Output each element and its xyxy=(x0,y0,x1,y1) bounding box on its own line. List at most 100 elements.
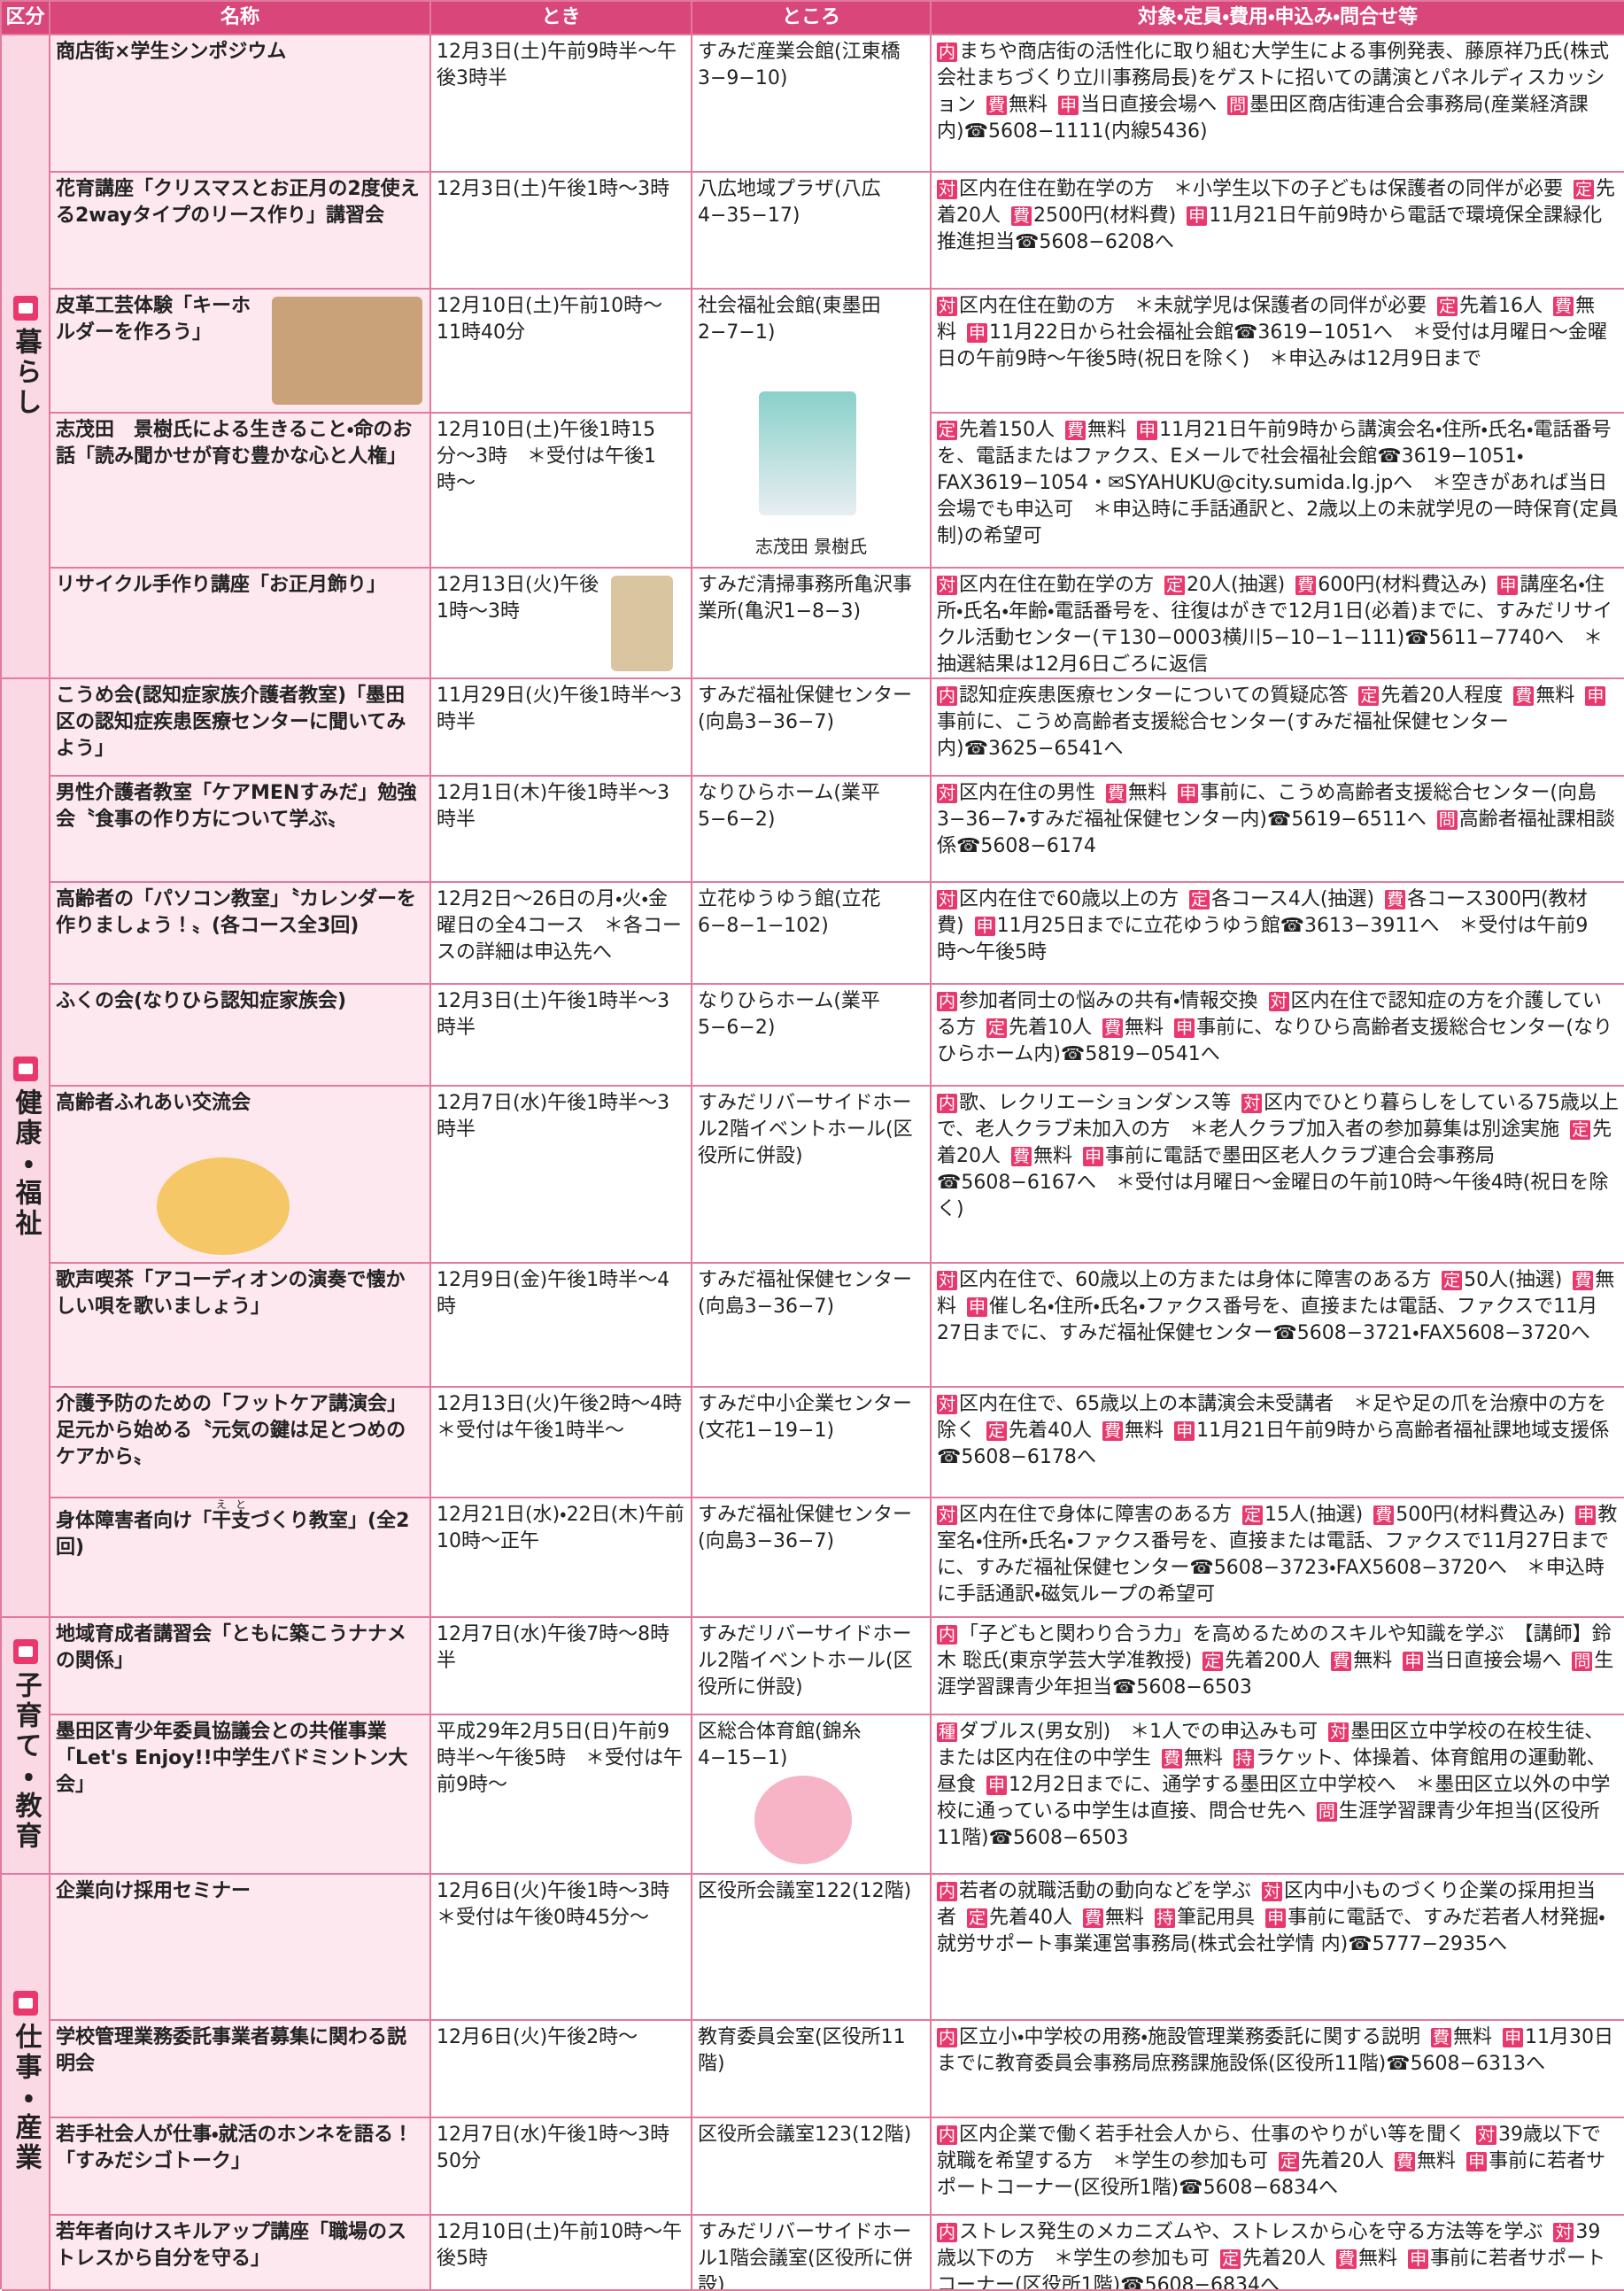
detail-item: 内まちや商店街の活性化に取り組む大学生による事例発表、藤原祥乃氏(株式会社まちづ… xyxy=(937,41,1609,116)
detail-tag: 申 xyxy=(967,1297,988,1317)
section-cell: 子育て・教育 xyxy=(2,1618,50,1875)
detail-text: 区内でひとり暮らしをしている75歳以上で、老人クラブ未加入の方 ＊老人クラブ加入… xyxy=(937,1092,1619,1141)
time-cell: 12月1日(木)午後1時半〜3時半 xyxy=(431,777,692,883)
time-cell: 12月7日(水)午後1時半〜3時半 xyxy=(431,1087,692,1264)
time-text: 12月10日(土)午前10時〜午後5時 xyxy=(437,2221,683,2270)
detail-text: 無料 xyxy=(1125,1420,1164,1442)
detail-item: 費無料 xyxy=(1102,1420,1164,1442)
detail-text: 39歳以下の方 ＊学生の参加も可 xyxy=(937,2221,1601,2270)
detail-text: 12月2日までに、通学する墨田区立中学校へ ＊墨田区立以外の中学校に通っている中… xyxy=(937,1774,1611,1823)
time-text: 12月7日(水)午後1時〜3時50分 xyxy=(437,2124,670,2172)
details-cell: 内まちや商店街の活性化に取り組む大学生による事例発表、藤原祥乃氏(株式会社まちづ… xyxy=(932,35,1624,173)
detail-tag: 申 xyxy=(1585,686,1606,706)
name-cell: 花育講座「クリスマスとお正月の2度使える2wayタイプのリース作り」講習会 xyxy=(50,173,431,290)
detail-text: 区内在住で身体に障害のある方 xyxy=(959,1504,1233,1526)
detail-tag: 費 xyxy=(1011,206,1032,226)
detail-text: ストレス発生のメカニズムや、ストレスから心を守る方法等を学ぶ xyxy=(959,2221,1543,2243)
detail-tag: 費 xyxy=(1513,686,1535,706)
name-text: 高齢者ふれあい交流会 xyxy=(56,1092,251,1114)
detail-tag: 申 xyxy=(1178,784,1199,803)
time-cell: 11月29日(火)午後1時半〜3時半 xyxy=(431,679,692,777)
name-text: 高齢者の「パソコン教室」〝カレンダーを作りましょう！〟(各コース全3回) xyxy=(56,888,417,937)
detail-tag: 申 xyxy=(967,323,988,343)
place-text: すみだ清掃事務所亀沢事業所(亀沢1−8−3) xyxy=(698,574,913,623)
detail-item: 申事前に電話で、すみだ若者人材発掘・就労サポート事業運営事務局(株式会社学情 内… xyxy=(937,1907,1605,1955)
detail-item: 対区内在住で、65歳以上の本講演会未受講者 ＊足や足の爪を治療中の方を除く xyxy=(937,1393,1606,1442)
place-cell: すみだ産業会館(江東橋3−9−10) xyxy=(692,35,932,173)
name-text: 志茂田 景樹氏による生きること・命のお話「読み聞かせが育む豊かな心と人権」 xyxy=(56,419,413,468)
detail-text: 区内在住在勤在学の方 xyxy=(959,574,1155,596)
detail-text: 生涯学習課青少年担当(区役所11階)☎5608−6503 xyxy=(937,1800,1600,1849)
detail-text: 墨田区立中学校の在校生徒、または区内在住の中学生 xyxy=(937,1721,1605,1769)
detail-item: 問墨田区商店街連合会事務局(産業経済課内)☎5608−1111(内線5436) xyxy=(937,94,1589,143)
detail-item: 費無料 xyxy=(937,1269,1614,1318)
place-text: 八広地域プラザ(八広4−35−17) xyxy=(698,178,881,227)
place-text: すみだリバーサイドホール1階会議室(区役所に併設) xyxy=(698,2221,913,2291)
detail-tag: 対 xyxy=(1262,1882,1283,1901)
time-text: 11月29日(火)午後1時半〜3時半 xyxy=(437,685,683,733)
place-cell: すみだ清掃事務所亀沢事業所(亀沢1−8−3) xyxy=(692,569,932,679)
detail-text: 無料 xyxy=(1125,1017,1164,1039)
detail-tag: 費 xyxy=(1373,1505,1395,1525)
name-cell: リサイクル手作り講座「お正月飾り」 xyxy=(50,569,431,679)
detail-item: 内参加者同士の悩みの共有・情報交換 xyxy=(937,990,1258,1012)
header-cell: 区分 xyxy=(2,2,50,35)
detail-tag: 申 xyxy=(1174,1421,1195,1441)
detail-text: 各コース300円(教材費) xyxy=(937,888,1588,937)
detail-tag: 申 xyxy=(1265,1908,1287,1928)
place-text: 区総合体育館(錦糸4−15−1) xyxy=(698,1721,862,1769)
detail-item: 内若者の就職活動の動向などを学ぶ xyxy=(937,1880,1251,1902)
detail-text: 先着20人程度 xyxy=(1380,685,1504,707)
detail-text: 先着16人 xyxy=(1459,295,1543,317)
place-text: すみだリバーサイドホール2階イベントホール(区役所に併設) xyxy=(698,1092,913,1167)
detail-tag: 問 xyxy=(1436,810,1458,830)
name-cell: 地域育成者講習会「ともに築こうナナメの関係」 xyxy=(50,1618,431,1715)
detail-tag: 内 xyxy=(937,992,958,1011)
detail-text: 事前に、なりひら高齢者支援総合センター(なりひらホーム内)☎5819−0541へ xyxy=(937,1017,1613,1065)
section-cell: 健康・福祉 xyxy=(2,679,50,1618)
detail-text: 事前に電話で、すみだ若者人材発掘・就労サポート事業運営事務局(株式会社学情 内)… xyxy=(937,1907,1605,1955)
detail-text: 高齢者福祉課相談係☎5608−6174 xyxy=(937,809,1615,857)
detail-tag: 問 xyxy=(1572,1652,1593,1671)
name-cell: 歌声喫茶「アコーディオンの演奏で懐かしい唄を歌いましょう」 xyxy=(50,1264,431,1388)
name-text: 男性介護者教室「ケアMENすみだ」勉強会〝食事の作り方について学ぶ〟 xyxy=(56,782,417,831)
time-text: 12月21日(水)・22日(木)午前10時〜正午 xyxy=(437,1504,684,1552)
time-cell: 平成29年2月5日(日)午前9時半〜午後5時 ＊受付は午前9時〜 xyxy=(431,1715,692,1875)
detail-item: 内区内企業で働く若手社会人から、仕事のやりがい等を聞く xyxy=(937,2124,1465,2146)
details-cell: 対区内在住在勤在学の方 ＊小学生以下の子どもは保護者の同伴が必要定先着20人費 2… xyxy=(932,173,1624,290)
detail-tag: 問 xyxy=(1227,96,1249,115)
time-text: 12月13日(火)午後1時〜3時 xyxy=(437,574,599,623)
detail-tag: 定 xyxy=(1570,1120,1591,1140)
detail-text: 39歳以下で就職を希望する方 ＊学生の参加も可 xyxy=(937,2124,1602,2172)
detail-tag: 費 xyxy=(1102,1018,1124,1038)
detail-tag: 費 xyxy=(1106,784,1127,803)
detail-item: 対区内でひとり暮らしをしている75歳以上で、老人クラブ未加入の方 ＊老人クラブ加… xyxy=(937,1092,1619,1141)
place-text: 区役所会議室123(12階) xyxy=(698,2124,912,2146)
detail-text: 無料 xyxy=(1353,1650,1393,1672)
detail-item: 申 11月21日午前9時から電話で環境保全課緑化推進担当☎5608−6208へ xyxy=(937,205,1602,253)
detail-item: 申当日直接会場へ xyxy=(1403,1650,1561,1672)
detail-item: 内歌、レクリエーションダンス等 xyxy=(937,1092,1231,1114)
section-cell: 暮らし xyxy=(2,35,50,679)
place-text: すみだ産業会館(江東橋3−9−10) xyxy=(698,41,901,89)
detail-tag: 申 xyxy=(1503,2028,1524,2047)
detail-item: 定先着10人 xyxy=(986,1017,1092,1039)
place-text: すみだ福祉保健センター(向島3−36−7) xyxy=(698,1269,913,1318)
detail-tag: 申 xyxy=(974,917,995,936)
place-text: なりひらホーム(業平5−6−2) xyxy=(698,782,880,831)
detail-tag: 定 xyxy=(1437,297,1458,316)
detail-text: 若者の就職活動の動向などを学ぶ xyxy=(959,1880,1252,1902)
details-cell: 対区内在住で身体に障害のある方定 15人(抽選) 費 500円(材料費込み) 申教室名・… xyxy=(932,1498,1624,1618)
detail-tag: 費 xyxy=(1065,421,1087,440)
name-cell: こうめ会(認知症家族介護者教室)「墨田区の認知症疾患医療センターに聞いてみよう」 xyxy=(50,679,431,777)
name-cell: 学校管理業務委託事業者募集に関わる説明会 xyxy=(50,2021,431,2118)
detail-item: 対区内在住で、60歳以上の方または身体に障害のある方 xyxy=(937,1269,1431,1291)
detail-item: 費無料 xyxy=(1162,1747,1223,1769)
detail-item: 内ストレス発生のメカニズムや、ストレスから心を守る方法等を学ぶ xyxy=(937,2221,1543,2243)
detail-text: 無料 xyxy=(1087,419,1127,441)
detail-tag: 定 xyxy=(1358,686,1380,706)
detail-tag: 種 xyxy=(937,1722,958,1742)
place-cell: 社会福祉会館(東墨田2−7−1) 志茂田 景樹氏 xyxy=(692,290,932,569)
name-cell: 高齢者ふれあい交流会 xyxy=(50,1087,431,1264)
place-cell: 八広地域プラザ(八広4−35−17) xyxy=(692,173,932,290)
